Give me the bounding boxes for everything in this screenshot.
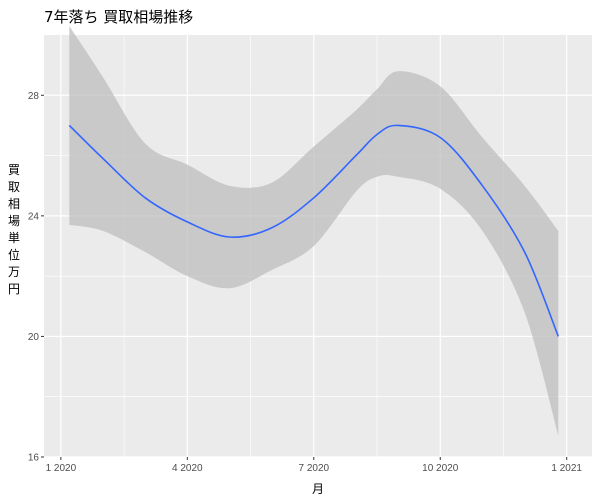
confidence-band [69, 26, 559, 436]
trend-line [68, 124, 560, 337]
y-axis-ticks: 16 20 24 28 [28, 91, 44, 464]
y-tick-label: 24 [28, 211, 40, 222]
y-tick-label: 20 [28, 332, 40, 343]
x-tick-label: 7 2020 [298, 463, 329, 474]
y-axis-title: 買取相場 単位 万円 [7, 163, 20, 296]
x-axis-title: 月 [312, 482, 324, 496]
x-tick-label: 1 2020 [46, 463, 77, 474]
x-axis-ticks: 1 2020 4 2020 7 2020 10 2020 1 2021 [46, 457, 582, 474]
x-tick-label: 4 2020 [172, 463, 203, 474]
y-tick-label: 28 [28, 91, 40, 102]
y-tick-label: 16 [28, 453, 40, 464]
chart-title: 7年落ち 買取相場推移 [44, 8, 194, 26]
x-tick-label: 10 2020 [422, 463, 459, 474]
x-tick-label: 1 2021 [551, 463, 582, 474]
